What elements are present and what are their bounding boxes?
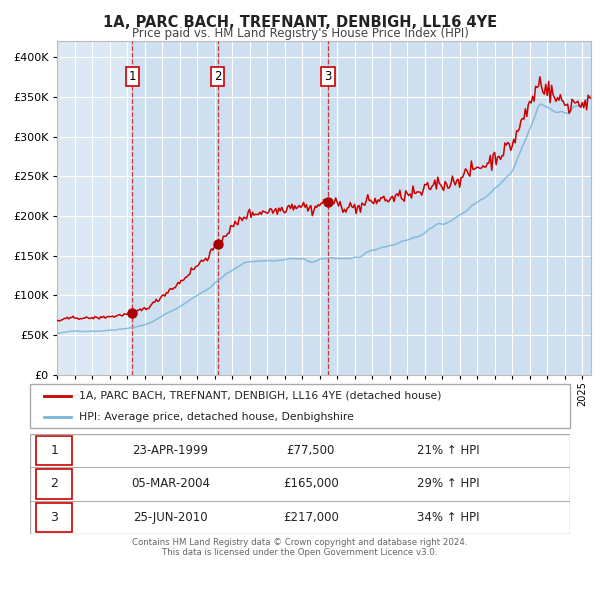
Text: £217,000: £217,000 [283, 511, 339, 524]
Text: 34% ↑ HPI: 34% ↑ HPI [417, 511, 480, 524]
Text: Price paid vs. HM Land Registry's House Price Index (HPI): Price paid vs. HM Land Registry's House … [131, 27, 469, 40]
Text: 2: 2 [214, 70, 221, 83]
Text: Contains HM Land Registry data © Crown copyright and database right 2024.: Contains HM Land Registry data © Crown c… [132, 538, 468, 547]
FancyBboxPatch shape [30, 434, 570, 467]
Text: 3: 3 [325, 70, 332, 83]
Text: 1A, PARC BACH, TREFNANT, DENBIGH, LL16 4YE (detached house): 1A, PARC BACH, TREFNANT, DENBIGH, LL16 4… [79, 391, 441, 401]
Text: 1A, PARC BACH, TREFNANT, DENBIGH, LL16 4YE: 1A, PARC BACH, TREFNANT, DENBIGH, LL16 4… [103, 15, 497, 30]
FancyBboxPatch shape [30, 384, 570, 428]
Text: 2: 2 [50, 477, 58, 490]
Text: This data is licensed under the Open Government Licence v3.0.: This data is licensed under the Open Gov… [163, 548, 437, 556]
Text: £165,000: £165,000 [283, 477, 338, 490]
Text: 21% ↑ HPI: 21% ↑ HPI [417, 444, 480, 457]
Text: 29% ↑ HPI: 29% ↑ HPI [417, 477, 480, 490]
Text: HPI: Average price, detached house, Denbighshire: HPI: Average price, detached house, Denb… [79, 412, 353, 422]
Bar [133, 41, 218, 375]
Text: £77,500: £77,500 [287, 444, 335, 457]
Text: 1: 1 [129, 70, 136, 83]
Text: 1: 1 [50, 444, 58, 457]
Text: 3: 3 [50, 511, 58, 524]
FancyBboxPatch shape [30, 467, 570, 500]
Bar [218, 41, 328, 375]
FancyBboxPatch shape [37, 503, 71, 532]
Text: 25-JUN-2010: 25-JUN-2010 [133, 511, 208, 524]
FancyBboxPatch shape [37, 436, 71, 466]
FancyBboxPatch shape [30, 500, 570, 534]
Bar [57, 41, 133, 375]
Bar [328, 41, 591, 375]
Text: 05-MAR-2004: 05-MAR-2004 [131, 477, 210, 490]
Text: 23-APR-1999: 23-APR-1999 [133, 444, 208, 457]
FancyBboxPatch shape [37, 470, 71, 499]
